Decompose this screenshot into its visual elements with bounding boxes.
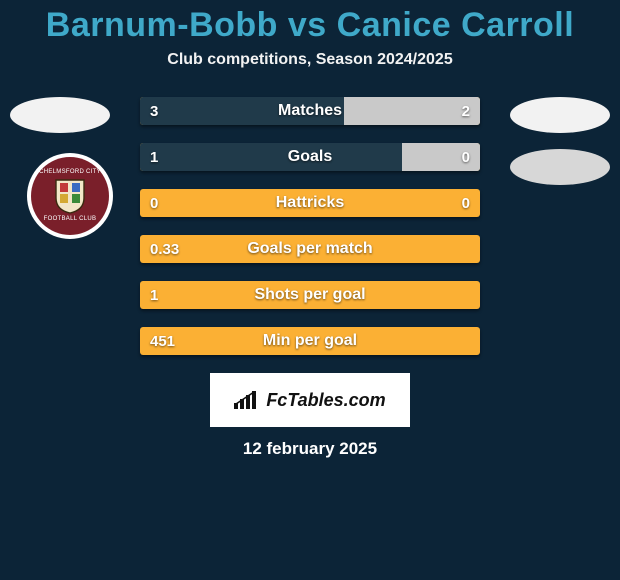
player-right-club-placeholder xyxy=(510,149,610,185)
stat-row: 10Goals xyxy=(140,143,480,171)
stat-left-segment xyxy=(140,143,402,171)
stat-right-value: 2 xyxy=(462,97,470,125)
title-player-left: Barnum-Bobb xyxy=(46,6,278,44)
branding-chart-icon xyxy=(234,391,260,409)
stat-left-value: 0 xyxy=(150,189,158,217)
crest-shield-icon xyxy=(54,178,86,214)
stat-row: 0.33Goals per match xyxy=(140,235,480,263)
stat-label: Hattricks xyxy=(140,189,480,217)
player-right-photo-placeholder xyxy=(510,97,610,133)
stat-row: 32Matches xyxy=(140,97,480,125)
crest-text-top: CHELMSFORD CITY xyxy=(35,169,105,176)
title-player-right: Canice Carroll xyxy=(337,6,575,44)
stat-right-value: 0 xyxy=(462,189,470,217)
title-vs: vs xyxy=(278,6,337,44)
branding-text: FcTables.com xyxy=(266,390,385,411)
stat-label: Goals per match xyxy=(140,235,480,263)
club-crest-inner: CHELMSFORD CITY FOOTBALL CLUB xyxy=(31,157,109,235)
stat-left-value: 451 xyxy=(150,327,175,355)
stat-left-value: 0.33 xyxy=(150,235,179,263)
stat-row: 451Min per goal xyxy=(140,327,480,355)
comparison-bars: 32Matches10Goals00Hattricks0.33Goals per… xyxy=(140,97,480,355)
stats-area: CHELMSFORD CITY FOOTBALL CLUB 32Matches1… xyxy=(0,97,620,459)
date-text: 12 february 2025 xyxy=(0,439,620,459)
page-root: Barnum-Bobb vs Canice Carroll Club compe… xyxy=(0,0,620,580)
player-left-club-crest: CHELMSFORD CITY FOOTBALL CLUB xyxy=(27,153,113,239)
crest-text-bottom: FOOTBALL CLUB xyxy=(35,216,105,223)
stat-left-value: 1 xyxy=(150,143,158,171)
stat-left-value: 3 xyxy=(150,97,158,125)
player-left-photo-placeholder xyxy=(10,97,110,133)
stat-label: Shots per goal xyxy=(140,281,480,309)
stat-left-segment xyxy=(140,97,344,125)
stat-row: 0 0Hattricks xyxy=(140,189,480,217)
stat-right-value: 0 xyxy=(462,143,470,171)
stat-label: Min per goal xyxy=(140,327,480,355)
page-title: Barnum-Bobb vs Canice Carroll xyxy=(0,0,620,45)
branding-box: FcTables.com xyxy=(210,373,410,427)
stat-row: 1Shots per goal xyxy=(140,281,480,309)
stat-left-value: 1 xyxy=(150,281,158,309)
page-subtitle: Club competitions, Season 2024/2025 xyxy=(0,51,620,69)
stat-right-segment xyxy=(344,97,480,125)
